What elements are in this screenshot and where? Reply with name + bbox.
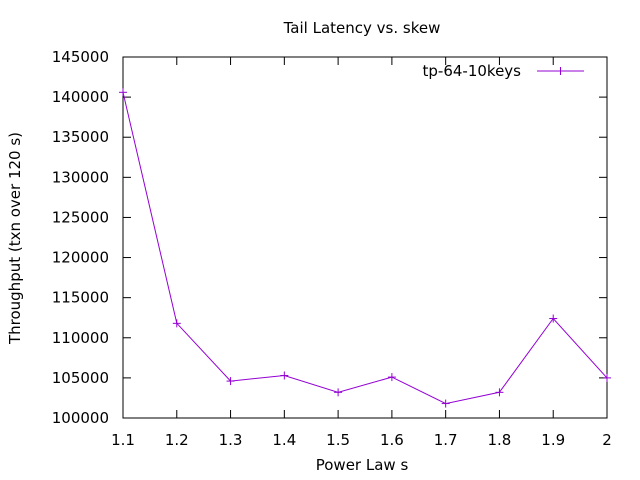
x-tick-label: 1.6 bbox=[380, 431, 404, 449]
y-tick-label: 135000 bbox=[52, 128, 109, 146]
y-tick-label: 115000 bbox=[52, 289, 109, 307]
legend-label: tp-64-10keys bbox=[423, 62, 522, 80]
y-axis-label: Throughput (txn over 120 s) bbox=[6, 132, 24, 345]
x-tick-label: 1.8 bbox=[488, 431, 512, 449]
series-layer bbox=[119, 88, 611, 408]
axis-ticks bbox=[122, 56, 608, 419]
x-tick-label: 1.3 bbox=[219, 431, 243, 449]
data-point bbox=[119, 88, 127, 97]
data-point bbox=[495, 388, 504, 397]
y-tick-label: 145000 bbox=[52, 48, 109, 66]
y-tick-label: 140000 bbox=[52, 88, 109, 106]
x-tick-label: 1.9 bbox=[541, 431, 565, 449]
x-tick-label: 2 bbox=[602, 431, 612, 449]
x-tick-label: 1.7 bbox=[434, 431, 458, 449]
x-axis-label: Power Law s bbox=[316, 456, 409, 474]
y-tick-labels: 100000 105000 110000 115000 120000 125000 1300… bbox=[52, 48, 109, 427]
y-tick-label: 130000 bbox=[52, 168, 109, 186]
legend: tp-64-10keys bbox=[423, 62, 584, 80]
x-tick-labels: 1.1 1.2 1.3 1.4 1.5 1.6 1.7 1.8 1.9 2 bbox=[111, 431, 612, 449]
data-point bbox=[280, 371, 289, 380]
data-point bbox=[549, 314, 558, 323]
x-tick-label: 1.5 bbox=[326, 431, 350, 449]
data-point bbox=[172, 319, 181, 328]
x-tick-label: 1.2 bbox=[165, 431, 189, 449]
legend-marker bbox=[556, 67, 565, 75]
y-tick-label: 120000 bbox=[52, 249, 109, 267]
data-point bbox=[603, 373, 611, 382]
plot-frame bbox=[122, 56, 608, 419]
data-point bbox=[334, 388, 343, 397]
y-tick-label: 105000 bbox=[52, 369, 109, 387]
data-point bbox=[387, 373, 396, 382]
y-tick-label: 125000 bbox=[52, 208, 109, 226]
x-tick-label: 1.1 bbox=[111, 431, 135, 449]
y-tick-label: 100000 bbox=[52, 409, 109, 427]
x-tick-label: 1.4 bbox=[272, 431, 296, 449]
data-point bbox=[226, 377, 235, 386]
chart-title: Tail Latency vs. skew bbox=[283, 19, 441, 37]
data-point bbox=[441, 399, 450, 408]
series-line bbox=[122, 92, 608, 405]
y-tick-label: 110000 bbox=[52, 329, 109, 347]
